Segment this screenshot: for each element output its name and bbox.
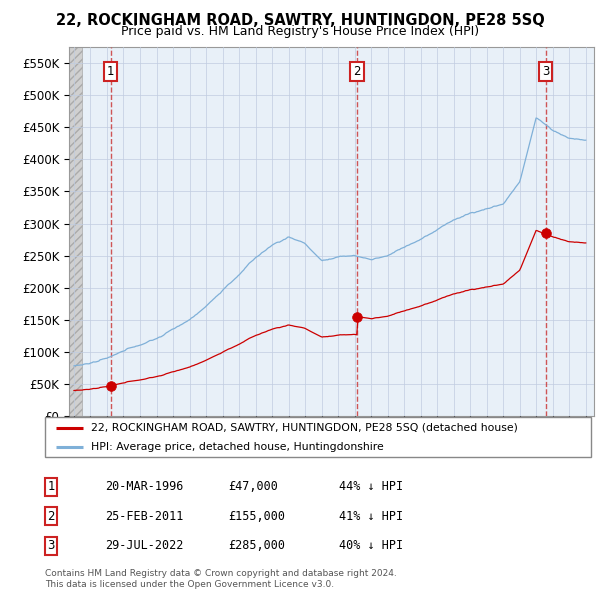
Text: 40% ↓ HPI: 40% ↓ HPI [339,539,403,552]
Text: £47,000: £47,000 [228,480,278,493]
Text: Contains HM Land Registry data © Crown copyright and database right 2024.
This d: Contains HM Land Registry data © Crown c… [45,569,397,589]
Bar [69,47,82,416]
Text: 2: 2 [353,65,361,78]
Text: 1: 1 [47,480,55,493]
Text: 29-JUL-2022: 29-JUL-2022 [105,539,184,552]
Text: £285,000: £285,000 [228,539,285,552]
Text: 20-MAR-1996: 20-MAR-1996 [105,480,184,493]
Text: HPI: Average price, detached house, Huntingdonshire: HPI: Average price, detached house, Hunt… [91,442,384,452]
Text: 22, ROCKINGHAM ROAD, SAWTRY, HUNTINGDON, PE28 5SQ (detached house): 22, ROCKINGHAM ROAD, SAWTRY, HUNTINGDON,… [91,423,518,433]
Text: 22, ROCKINGHAM ROAD, SAWTRY, HUNTINGDON, PE28 5SQ: 22, ROCKINGHAM ROAD, SAWTRY, HUNTINGDON,… [56,13,544,28]
Text: 41% ↓ HPI: 41% ↓ HPI [339,510,403,523]
Text: 25-FEB-2011: 25-FEB-2011 [105,510,184,523]
Text: 3: 3 [542,65,550,78]
Text: 3: 3 [47,539,55,552]
Text: 44% ↓ HPI: 44% ↓ HPI [339,480,403,493]
FancyBboxPatch shape [45,417,591,457]
Text: Price paid vs. HM Land Registry's House Price Index (HPI): Price paid vs. HM Land Registry's House … [121,25,479,38]
Text: 2: 2 [47,510,55,523]
Text: 1: 1 [107,65,115,78]
Text: £155,000: £155,000 [228,510,285,523]
